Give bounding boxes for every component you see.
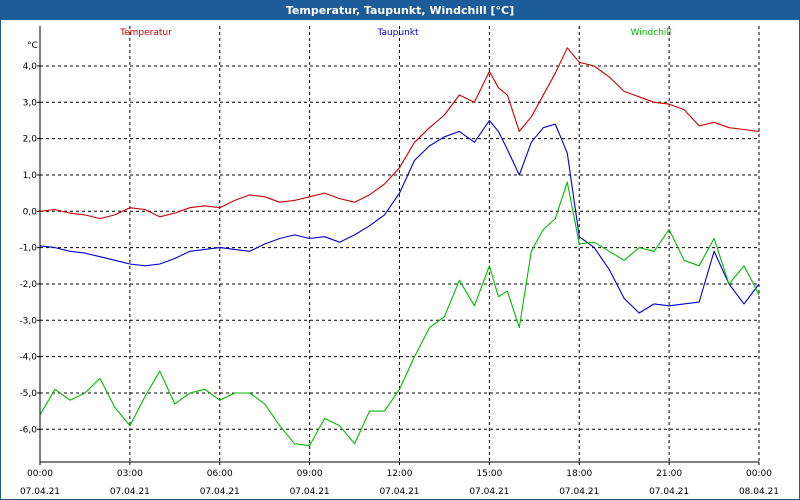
x-tick-time-label: 00:00 — [27, 469, 53, 479]
axes — [37, 26, 760, 465]
series-line-temperatur — [39, 47, 760, 220]
y-tick-label: -6,0 — [19, 425, 37, 435]
x-tick-time-label: 12:00 — [387, 469, 413, 479]
series-group — [39, 47, 760, 447]
x-tick-time-label: 18:00 — [566, 469, 592, 479]
x-tick-time-label: 03:00 — [117, 469, 143, 479]
y-axis-unit-label: °C — [27, 41, 38, 51]
y-tick-label: -1,0 — [19, 244, 37, 254]
x-tick-date-label: 07.04.21 — [379, 487, 419, 497]
x-tick-date-label: 07.04.21 — [200, 487, 240, 497]
x-tick-date-label: 07.04.21 — [559, 487, 599, 497]
y-tick-label: -3,0 — [19, 316, 37, 326]
y-tick-label: 2,0 — [23, 135, 38, 145]
legend-entry-temperatur: Temperatur — [119, 28, 172, 38]
legend-entry-windchill: Windchill — [631, 28, 672, 38]
x-tick-date-label: 07.04.21 — [110, 487, 150, 497]
y-tick-label: 3,0 — [23, 98, 38, 108]
series-line-taupunkt — [39, 119, 760, 314]
x-tick-time-label: 06:00 — [207, 469, 233, 479]
x-tick-date-label: 08.04.21 — [739, 487, 779, 497]
x-tick-time-label: 21:00 — [656, 469, 682, 479]
y-tick-label: 4,0 — [23, 62, 38, 72]
series-line-windchill — [39, 181, 760, 447]
x-tick-date-label: 07.04.21 — [290, 487, 330, 497]
x-tick-time-label: 15:00 — [476, 469, 502, 479]
y-tick-label: -4,0 — [19, 353, 37, 363]
y-tick-label: -2,0 — [19, 280, 37, 290]
x-tick-date-label: 07.04.21 — [649, 487, 689, 497]
x-tick-time-label: 09:00 — [297, 469, 323, 479]
x-tick-date-label: 07.04.21 — [20, 487, 60, 497]
legend: Temperatur Taupunkt Windchill — [119, 28, 671, 38]
chart-title: Temperatur, Taupunkt, Windchill [°C] — [1, 1, 799, 20]
tick-labels: 4,0 3,0 2,0 1,0 0,0 -1,0 -2,0 -3,0 -4,0 -5,0 -6,0 °… — [19, 41, 779, 497]
grid — [39, 26, 760, 462]
x-tick-time-label: 00:00 — [746, 469, 772, 479]
y-tick-label: 1,0 — [23, 171, 38, 181]
y-tick-label: 0,0 — [23, 207, 38, 217]
x-tick-date-label: 07.04.21 — [469, 487, 509, 497]
y-tick-label: -5,0 — [19, 389, 37, 399]
legend-entry-taupunkt: Taupunkt — [376, 28, 419, 38]
